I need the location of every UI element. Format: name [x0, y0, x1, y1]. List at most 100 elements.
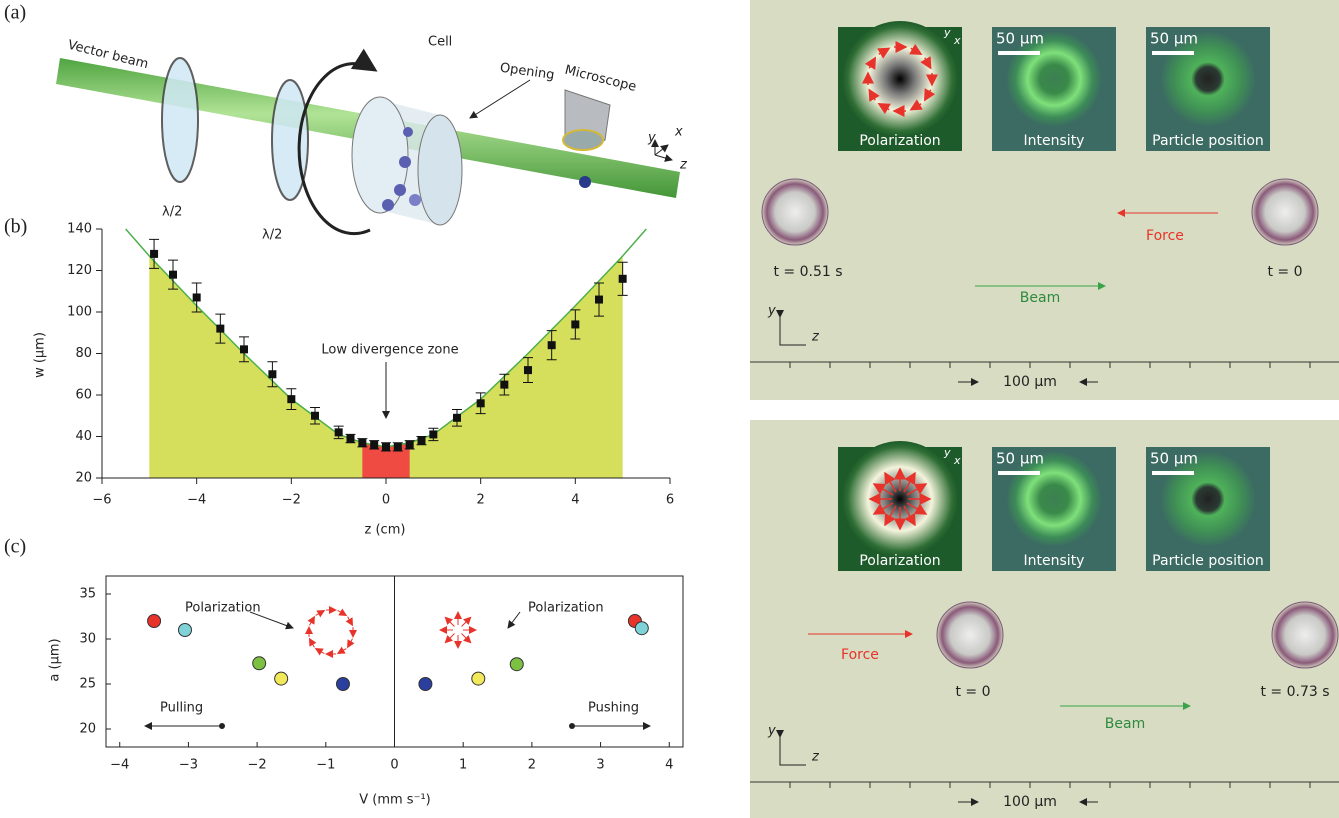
data-point — [382, 442, 390, 451]
particle — [761, 178, 829, 246]
axis-letter: y — [647, 131, 656, 146]
x-tick-label: −4 — [187, 493, 206, 508]
scale-bar — [998, 471, 1040, 475]
data-point — [177, 623, 192, 637]
pol-arrow — [337, 608, 348, 616]
particle — [936, 601, 1004, 669]
data-point — [268, 370, 277, 379]
inset-label: Intensity — [1024, 133, 1085, 149]
data-point — [334, 428, 343, 437]
annotation: Pushing — [588, 701, 639, 716]
shaded-region — [149, 255, 623, 478]
data-point — [595, 295, 603, 304]
x-tick-label: 3 — [596, 758, 604, 773]
scale-bar — [998, 51, 1040, 55]
panel-label: (a) — [4, 2, 26, 24]
dot — [219, 723, 225, 729]
pol-arrow — [461, 616, 472, 627]
pol-arrow — [314, 648, 325, 656]
pol-arrow — [315, 609, 326, 618]
pol-arrow — [906, 502, 928, 515]
x-tick-label: −3 — [179, 758, 198, 773]
pol-arrow — [903, 505, 916, 527]
annotation: Polarization — [528, 601, 604, 616]
force-label: Force — [841, 647, 879, 663]
pol-arrow — [347, 638, 355, 649]
scale-bar-label: 50 μm — [996, 30, 1044, 48]
y-tick-label: 25 — [79, 677, 96, 692]
pol-arrow — [461, 633, 472, 644]
data-point — [524, 366, 532, 375]
data-point — [393, 442, 402, 451]
setup-label: λ/2 — [262, 228, 282, 243]
annotation: Low divergence zone — [321, 343, 458, 358]
data-point — [216, 324, 225, 333]
x-tick-label: 4 — [571, 493, 579, 508]
data-point — [571, 320, 580, 329]
inset-glow — [842, 21, 958, 137]
arrow — [249, 611, 294, 630]
force-label: Force — [1146, 228, 1184, 244]
setup-drawing — [56, 48, 680, 236]
data-point — [500, 380, 509, 389]
pol-arrow — [308, 637, 317, 648]
data-point — [150, 249, 159, 258]
setup-label: Cell — [428, 35, 452, 50]
y-tick-label: 40 — [75, 429, 92, 444]
axis-letter: y — [767, 304, 776, 319]
pol-arrow — [906, 483, 928, 496]
axis-letter: x — [953, 34, 961, 47]
axis-letter: y — [767, 724, 776, 739]
y-tick-label: 35 — [79, 587, 96, 602]
data-point — [453, 413, 461, 422]
x-tick-label: −4 — [110, 758, 129, 773]
x-axis-label: z (cm) — [365, 523, 406, 538]
inset-glow — [842, 441, 958, 557]
arrow — [507, 611, 521, 629]
shaded-region — [362, 442, 410, 478]
data-point — [147, 614, 162, 628]
x-tick-label: 0 — [390, 758, 398, 773]
axis-letter: z — [679, 158, 688, 173]
data-point — [335, 677, 350, 691]
y-tick-label: 120 — [67, 263, 92, 278]
pol-arrow — [923, 88, 936, 102]
data-point — [429, 430, 438, 439]
pol-arrow — [336, 646, 347, 655]
setup-label: Microscope — [563, 63, 638, 95]
x-tick-label: −2 — [282, 493, 301, 508]
scale-bar — [1152, 471, 1194, 475]
pol-arrow — [877, 102, 891, 115]
scale-bar-label: 50 μm — [1150, 30, 1198, 48]
data-point — [547, 341, 556, 350]
data-point — [417, 436, 426, 445]
pol-arrow — [864, 56, 877, 70]
pol-arrow — [868, 88, 880, 102]
particle — [1251, 178, 1319, 246]
data-point — [169, 270, 177, 279]
pol-arrow — [444, 633, 455, 644]
x-tick-label: −2 — [248, 758, 267, 773]
pol-arrow — [903, 471, 916, 493]
x-tick-label: 4 — [665, 758, 673, 773]
x-tick-label: −1 — [316, 758, 335, 773]
data-point — [634, 621, 649, 636]
y-tick-label: 20 — [79, 722, 96, 737]
x-tick-label: −6 — [92, 493, 111, 508]
data-point — [618, 274, 627, 283]
inset-label: Polarization — [859, 133, 940, 149]
data-point — [358, 438, 367, 447]
axis-letter: z — [811, 330, 820, 345]
data-point — [509, 657, 524, 672]
axis-letter: y — [943, 446, 951, 459]
pol-arrow — [920, 56, 932, 70]
pol-arrow — [345, 616, 354, 627]
axes-icon — [776, 310, 806, 346]
setup-label: λ/2 — [162, 205, 182, 220]
panel-label: (b) — [4, 216, 27, 238]
x-tick-label: 1 — [459, 758, 467, 773]
pol-arrow — [872, 502, 894, 515]
data-point — [274, 671, 289, 686]
time-label: t = 0.51 s — [773, 264, 842, 280]
